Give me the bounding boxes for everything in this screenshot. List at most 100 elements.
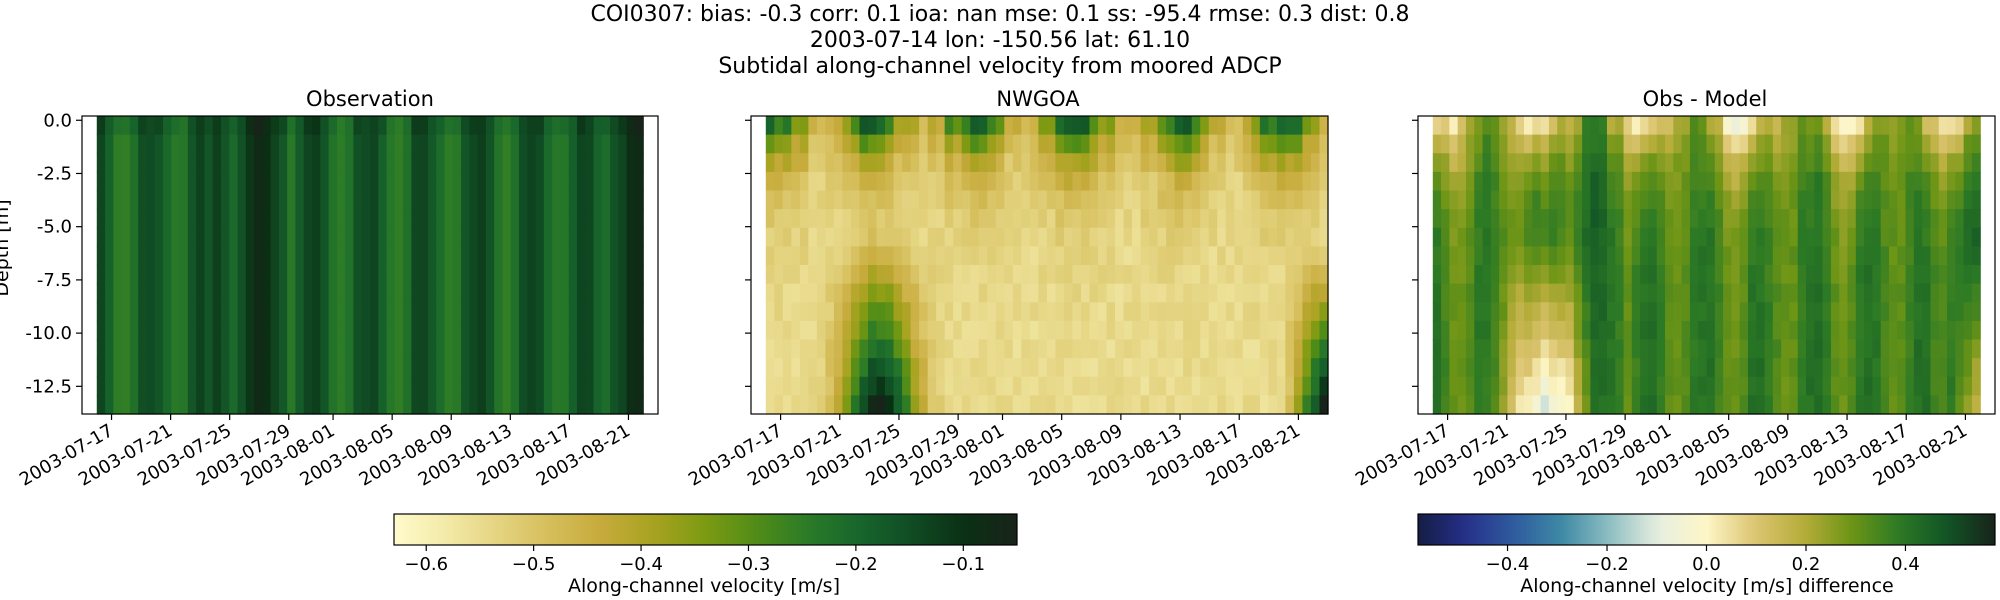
heatmap-cell [1046,320,1057,341]
heatmap-cell [576,116,586,136]
heatmap-cell [1319,265,1329,285]
heatmap-cell [196,153,206,173]
heatmap-cell [1123,116,1133,136]
heatmap-cell [1648,134,1658,154]
heatmap-cell [893,283,903,303]
heatmap-cell [1781,265,1791,285]
heatmap-cell [1507,302,1517,322]
heatmap-cell [1293,283,1304,303]
heatmap-cell [1540,171,1550,192]
heatmap-cell [1490,320,1500,341]
heatmap-cell [1714,283,1724,303]
heatmap-cell [220,246,230,266]
heatmap-cell [1115,395,1125,415]
heatmap-cell [1132,358,1142,378]
heatmap-cell [953,302,963,322]
heatmap-cell [1888,395,1898,415]
heatmap-cell [105,134,114,154]
heatmap-cell [1756,209,1766,229]
heatmap-cell [765,302,775,322]
heatmap-cell [944,171,954,192]
heatmap-cell [1806,265,1815,285]
heatmap-cell [179,116,189,136]
heatmap-cell [833,171,844,192]
heatmap-cell [885,171,895,192]
heatmap-cell [411,134,421,154]
heatmap-cell [1457,227,1467,247]
heatmap-cell [961,358,971,378]
heatmap-cell [791,339,801,359]
heatmap-cell [1004,153,1014,173]
heatmap-cell [816,283,827,303]
heatmap-cell [187,134,197,154]
heatmap-difference [1432,116,1981,415]
heatmap-cell [535,376,545,396]
heatmap-cell [237,153,247,173]
heatmap-cell [138,358,148,378]
heatmap-cell [370,246,379,266]
heatmap-cell [287,320,297,341]
heatmap-cell [1548,246,1558,266]
heatmap-cell [1268,227,1278,247]
heatmap-cell [1806,358,1815,378]
heatmap-cell [842,339,852,359]
heatmap-cell [452,134,462,154]
heatmap-cell [1723,358,1732,378]
heatmap-cell [245,265,255,285]
heatmap-cell [1004,376,1014,396]
heatmap-cell [295,283,305,303]
heatmap-cell [254,171,263,192]
heatmap-cell [919,302,929,322]
heatmap-cell [626,265,636,285]
heatmap-cell [444,246,454,266]
heatmap-cell [477,283,487,303]
heatmap-cell [634,283,644,303]
heatmap-cell [469,116,479,136]
heatmap-cell [842,227,852,247]
heatmap-cell [1474,246,1484,266]
heatmap-cell [1200,153,1210,173]
heatmap-cell [519,134,528,154]
heatmap-cell [927,190,937,210]
heatmap-cell [361,339,371,359]
heatmap-cell [1191,116,1201,136]
heatmap-cell [1507,376,1517,396]
heatmap-cell [535,227,545,247]
heatmap-cell [1055,283,1065,303]
heatmap-cell [262,302,272,322]
heatmap-cell [278,302,288,322]
heatmap-cell [1615,358,1625,378]
heatmap-cell [876,116,886,136]
heatmap-cell [576,265,586,285]
heatmap-cell [1673,209,1683,229]
heatmap-cell [361,302,371,322]
heatmap-cell [1004,302,1014,322]
heatmap-cell [560,302,570,322]
heatmap-cell [1234,283,1244,303]
heatmap-cell [1132,227,1142,247]
heatmap-cell [146,116,156,136]
heatmap-cell [1217,395,1227,415]
colorbar-tick-label: −0.4 [619,554,663,575]
heatmap-cell [270,246,280,266]
heatmap-cell [995,153,1005,173]
heatmap-cell [411,153,421,173]
heatmap-cell [902,376,912,396]
heatmap-cell [154,395,164,415]
heatmap-cell [910,395,920,415]
heatmap-cell [1457,320,1467,341]
heatmap-cell [944,134,954,154]
heatmap-cell [927,339,937,359]
heatmap-cell [494,339,504,359]
heatmap-cell [1872,395,1882,415]
heatmap-cell [328,227,338,247]
heatmap-cell [1971,209,1981,229]
heatmap-cell [1089,153,1099,173]
heatmap-cell [502,134,512,154]
heatmap-cell [1947,302,1956,322]
heatmap-cell [485,320,495,341]
heatmap-cell [1319,320,1329,341]
heatmap-cell [96,153,106,173]
heatmap-cell [245,153,255,173]
heatmap-cell [1880,358,1890,378]
